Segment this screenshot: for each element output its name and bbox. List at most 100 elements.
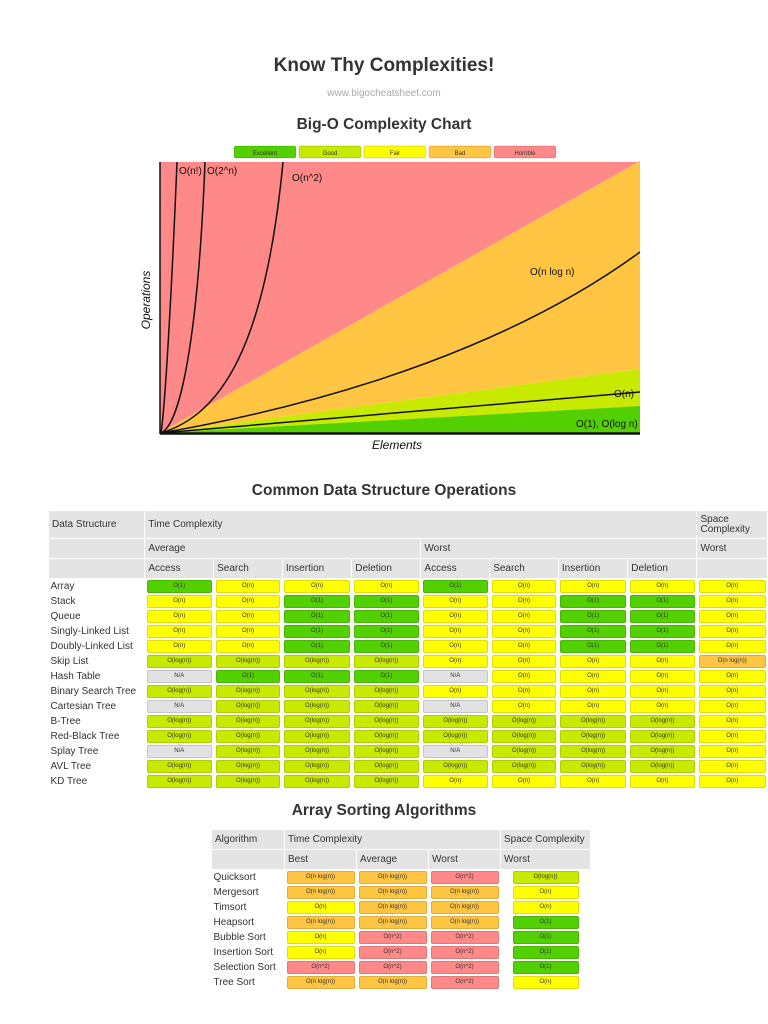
complexity-badge: O(n) xyxy=(422,775,488,788)
complexity-badge: O(n) xyxy=(698,670,766,683)
complexity-badge: O(1) xyxy=(422,580,488,593)
complexity-badge: O(1) xyxy=(512,946,579,959)
complexity-badge: O(log(n)) xyxy=(560,715,626,728)
complexity-badge-cell: O(n) xyxy=(285,900,357,915)
complexity-badge: O(1) xyxy=(146,580,212,593)
ds-table-title: Common Data Structure Operations xyxy=(251,482,517,499)
complexity-badge-cell: O(log(n)) xyxy=(558,759,627,774)
complexity-badge-cell: O(log(n)) xyxy=(214,759,283,774)
complexity-badge: O(n) xyxy=(698,700,766,713)
complexity-badge-cell: O(1) xyxy=(501,960,591,975)
complexity-badge-cell: O(n) xyxy=(628,684,697,699)
complexity-badge: O(n) xyxy=(491,610,557,623)
complexity-badge-cell: O(log(n)) xyxy=(421,759,490,774)
complexity-badge-cell: O(log(n)) xyxy=(352,699,421,714)
complexity-badge-cell: O(n) xyxy=(145,609,214,624)
complexity-badge: O(n log(n)) xyxy=(286,916,355,929)
complexity-badge-cell: O(n) xyxy=(697,579,768,595)
complexity-badge: N/A xyxy=(146,700,212,713)
complexity-badge-cell: O(n log(n)) xyxy=(697,654,768,669)
complexity-badge: O(1) xyxy=(629,640,695,653)
complexity-badge: O(log(n)) xyxy=(353,715,419,728)
complexity-badge: O(log(n)) xyxy=(215,685,281,698)
complexity-badge-cell: O(log(n)) xyxy=(282,729,351,744)
complexity-badge-cell: O(log(n)) xyxy=(490,729,559,744)
curve-o-2-n xyxy=(160,161,206,434)
row-name: Timsort xyxy=(213,902,247,913)
complexity-badge-cell: N/A xyxy=(421,744,490,759)
table-row: Array O(1) O(n) O(n) O(n) O(1) O(n) O(n) O(n) O(n… xyxy=(49,579,768,595)
complexity-badge-cell: O(n) xyxy=(628,579,697,595)
complexity-badge-cell: O(n) xyxy=(214,594,283,609)
complexity-badge: O(n^2) xyxy=(430,976,499,989)
complexity-badge: O(n) xyxy=(629,775,695,788)
complexity-badge: O(n^2) xyxy=(430,961,499,974)
complexity-badge-cell: N/A xyxy=(145,669,214,684)
complexity-badge: O(1) xyxy=(353,595,419,608)
complexity-badge: O(n) xyxy=(491,775,557,788)
chart-legend: Excellent Good Fair Bad Horrible xyxy=(233,145,557,159)
complexity-badge: O(log(n)) xyxy=(422,760,488,773)
complexity-badge-cell: O(log(n)) xyxy=(214,774,283,789)
complexity-badge: O(log(n)) xyxy=(215,700,281,713)
sorting-table: Algorithm Time Complexity Space Complexity… xyxy=(211,829,591,990)
complexity-badge: O(n) xyxy=(491,595,557,608)
complexity-badge: O(n) xyxy=(491,580,557,593)
table-row: KD Tree O(log(n)) O(log(n)) O(log(n)) O(log(… xyxy=(49,774,768,789)
y-axis-label: Operations xyxy=(139,271,153,330)
complexity-badge: O(1) xyxy=(629,595,695,608)
complexity-badge-cell: O(n^2) xyxy=(429,870,501,886)
complexity-badge: O(log(n)) xyxy=(629,760,695,773)
complexity-badge: O(n log(n)) xyxy=(286,976,355,989)
complexity-badge: O(n) xyxy=(560,775,626,788)
complexity-badge: O(n) xyxy=(491,640,557,653)
header-average: Average xyxy=(356,849,429,870)
site-link[interactable]: www.bigocheatsheet.com xyxy=(327,88,441,99)
complexity-badge: O(log(n)) xyxy=(353,685,419,698)
complexity-badge: O(n log(n)) xyxy=(358,916,427,929)
series-label-o-2-n: O(2^n) xyxy=(207,166,237,177)
complexity-badge-cell: O(n) xyxy=(501,885,591,900)
complexity-badge-cell: O(n) xyxy=(697,609,768,624)
complexity-badge-cell: O(log(n)) xyxy=(352,654,421,669)
complexity-badge-cell: O(1) xyxy=(421,579,490,595)
row-name: Heapsort xyxy=(213,917,255,928)
legend-label-bad: Bad xyxy=(455,151,466,157)
row-name: Selection Sort xyxy=(213,962,276,973)
data-structure-table: Data Structure Time Complexity Space Compl… xyxy=(47,510,768,789)
row-name: Queue xyxy=(50,611,81,622)
legend-swatch-bad xyxy=(428,145,492,159)
complexity-badge: O(n) xyxy=(422,655,488,668)
complexity-badge: O(1) xyxy=(284,670,350,683)
complexity-badge-cell: O(log(n)) xyxy=(352,744,421,759)
legend-label-excellent: Excellent xyxy=(253,151,278,157)
complexity-badge-cell: O(1) xyxy=(352,609,421,624)
complexity-badge: O(log(n)) xyxy=(284,655,350,668)
complexity-badge: O(n log(n)) xyxy=(286,871,355,884)
complexity-badge: O(n) xyxy=(698,715,766,728)
curve-o-n-squared xyxy=(160,161,284,434)
complexity-badge: O(1) xyxy=(284,625,350,638)
complexity-badge: O(1) xyxy=(353,670,419,683)
complexity-badge-cell: O(log(n)) xyxy=(628,729,697,744)
complexity-badge: O(n) xyxy=(422,625,488,638)
complexity-badge: O(n) xyxy=(698,640,766,653)
region-good xyxy=(160,369,640,433)
row-name: Cartesian Tree xyxy=(50,701,117,712)
complexity-badge-cell: O(n) xyxy=(558,669,627,684)
complexity-badge: N/A xyxy=(422,745,488,758)
complexity-badge-cell: O(n log(n)) xyxy=(357,975,429,990)
complexity-badge: O(log(n)) xyxy=(284,730,350,743)
complexity-badge: O(log(n)) xyxy=(512,871,579,884)
complexity-badge-cell: O(n) xyxy=(558,699,627,714)
header-blank xyxy=(47,558,146,579)
complexity-badge-cell: O(n) xyxy=(697,624,768,639)
complexity-badge-cell: O(log(n)) xyxy=(628,759,697,774)
complexity-badge-cell: O(log(n)) xyxy=(282,654,351,669)
table-row: Quicksort O(n log(n)) O(n log(n)) O(n^2) O(l… xyxy=(212,870,591,886)
complexity-badge: O(n) xyxy=(629,655,695,668)
complexity-badge-cell: O(n) xyxy=(490,594,559,609)
table-row: Insertion Sort O(n) O(n^2) O(n^2) O(1) xyxy=(212,945,591,960)
complexity-badge: O(n) xyxy=(698,775,766,788)
legend-swatch-fair xyxy=(363,145,427,159)
